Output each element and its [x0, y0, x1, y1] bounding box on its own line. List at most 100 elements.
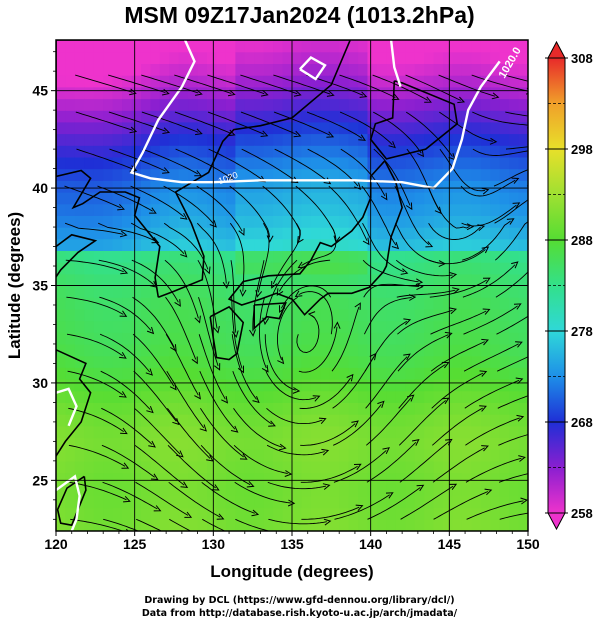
field-cell — [518, 460, 528, 474]
field-cell — [490, 51, 501, 64]
field-cell — [273, 472, 284, 485]
field-cell — [178, 484, 189, 497]
field-cell — [141, 51, 151, 64]
field-cell — [93, 203, 104, 216]
field-cell — [84, 332, 95, 345]
field-cell — [395, 507, 406, 520]
field-cell — [509, 145, 520, 158]
field-cell — [216, 414, 227, 427]
field-cell — [386, 507, 397, 520]
field-cell — [197, 133, 208, 146]
streamline — [234, 481, 291, 504]
field-cell — [188, 367, 199, 380]
field-cell — [225, 238, 236, 251]
field-cell — [216, 250, 227, 263]
field-cell — [244, 414, 255, 427]
colorbar-tick-label: 278 — [571, 324, 593, 339]
field-cell — [320, 355, 331, 368]
field-cell — [292, 507, 302, 520]
field-cell — [207, 168, 217, 181]
field-cell — [141, 437, 151, 450]
field-cell — [358, 215, 369, 228]
field-cell — [367, 390, 378, 403]
field-cell — [150, 379, 161, 392]
streamline-arrowhead — [239, 453, 248, 460]
field-cell — [254, 227, 265, 240]
field-cell — [301, 379, 312, 392]
field-cell — [518, 308, 528, 322]
field-cell — [329, 98, 340, 111]
field-cell — [310, 285, 321, 298]
field-cell — [292, 449, 302, 462]
field-cell — [509, 367, 520, 380]
streamline-arrowhead — [307, 311, 316, 319]
field-cell — [395, 51, 406, 64]
field-cell — [225, 51, 236, 64]
field-cell — [452, 367, 463, 380]
field-cell — [301, 344, 312, 357]
field-cell — [339, 390, 350, 403]
field-cell — [225, 484, 236, 497]
field-cell — [254, 121, 265, 135]
field-cell — [518, 390, 528, 403]
field-cell — [348, 180, 359, 193]
field-cell — [518, 449, 528, 462]
field-cell — [414, 86, 425, 100]
field-cell — [499, 355, 510, 368]
field-cell — [225, 355, 236, 368]
field-cell — [518, 86, 528, 100]
field-cell — [480, 227, 491, 240]
streamline-arrowhead — [449, 272, 458, 279]
field-cell — [254, 495, 265, 509]
streamline-arrowhead — [180, 250, 188, 258]
field-cell — [424, 238, 435, 251]
field-cell — [377, 472, 387, 485]
streamline-arrowhead — [359, 91, 368, 98]
field-cell — [197, 203, 208, 216]
field-cell — [367, 355, 378, 368]
field-cell — [518, 156, 528, 170]
field-cell — [395, 121, 406, 135]
field-cell — [74, 86, 85, 100]
field-cell — [320, 367, 331, 380]
field-cell — [263, 215, 274, 228]
field-cell — [282, 285, 293, 298]
field-cell — [386, 519, 397, 531]
field-cell — [273, 227, 284, 240]
field-cell — [103, 273, 114, 287]
field-cell — [480, 156, 491, 170]
field-cell — [424, 285, 435, 298]
field-cell — [490, 203, 501, 216]
field-cell — [499, 297, 510, 310]
field-cell — [405, 484, 416, 497]
field-cell — [159, 495, 170, 509]
field-cell — [112, 262, 123, 275]
field-cell — [273, 402, 284, 415]
field-cell — [207, 192, 217, 205]
field-cell — [292, 180, 302, 193]
field-cell — [197, 86, 208, 100]
field-cell — [461, 519, 472, 531]
streamline — [431, 372, 484, 409]
field-cell — [320, 215, 331, 228]
field-cell — [329, 344, 340, 357]
field-cell — [131, 86, 142, 100]
field-cell — [461, 203, 472, 216]
field-cell — [405, 250, 416, 263]
streamline-arrowhead — [403, 318, 412, 325]
streamline-arrowhead — [479, 405, 487, 412]
field-cell — [84, 75, 95, 88]
field-cell — [339, 449, 350, 462]
field-cell — [93, 367, 104, 380]
field-cell — [159, 297, 170, 310]
field-cell — [405, 344, 416, 357]
field-cell — [358, 285, 369, 298]
field-cell — [244, 425, 255, 439]
field-cell — [65, 250, 76, 263]
field-cell — [150, 495, 161, 509]
field-cell — [395, 344, 406, 357]
field-cell — [528, 344, 538, 356]
field-cell — [65, 262, 76, 275]
field-cell — [433, 320, 444, 333]
field-cell — [528, 169, 538, 181]
